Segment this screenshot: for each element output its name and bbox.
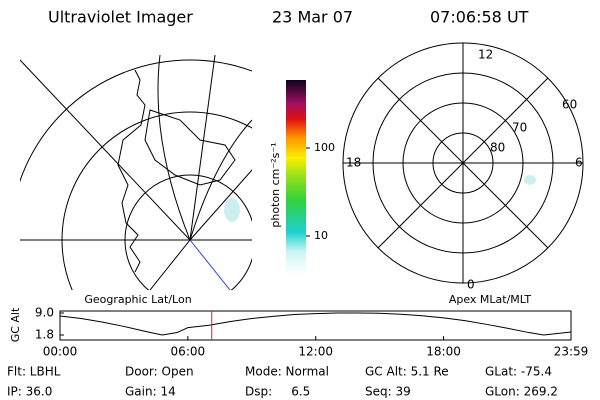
- colorbar-label: photon cm⁻²s⁻¹: [269, 142, 282, 227]
- mlt-label: 12: [478, 48, 493, 62]
- info-field: IP: 36.0: [7, 385, 52, 399]
- mlat-label: 70: [512, 121, 527, 135]
- info-field: GC Alt: 5.1 Re: [365, 365, 449, 379]
- left-label: Geographic Lat/Lon: [84, 293, 191, 306]
- right-label: Apex MLat/MLT: [449, 293, 532, 306]
- colorbar-tick: 100: [314, 141, 335, 154]
- y-tick-label: 1.8: [35, 328, 54, 342]
- mlt-label: 0: [467, 278, 475, 292]
- instrument: Ultraviolet Imager: [48, 8, 193, 27]
- time: 07:06:58 UT: [430, 8, 529, 27]
- mlat-label: 80: [490, 141, 505, 155]
- colorbar: [286, 80, 306, 275]
- info-field: Flt: LBHL: [7, 365, 61, 379]
- info-field: Seq: 39: [365, 385, 411, 399]
- x-tick-label: 06:00: [171, 345, 206, 359]
- y-label: GC Alt: [9, 307, 22, 342]
- info-field: Gain: 14: [125, 385, 176, 399]
- mlat-label: 60: [562, 98, 577, 112]
- x-tick-label: 18:00: [426, 345, 461, 359]
- info-field: GLon: 269.2: [485, 385, 558, 399]
- colorbar-tick: 10: [314, 229, 328, 242]
- mlt-label: 6: [575, 156, 583, 170]
- date: 23 Mar 07: [272, 8, 353, 27]
- mlt-label: 18: [346, 156, 361, 170]
- x-tick-label: 12:00: [298, 345, 333, 359]
- y-tick-label: 9.0: [35, 306, 54, 320]
- geographic-map: [20, 55, 252, 290]
- info-field: GLat: -75.4: [485, 365, 552, 379]
- info-field: Mode: Normal: [245, 365, 329, 379]
- info-field: Door: Open: [125, 365, 194, 379]
- altitude-line: [59, 312, 572, 336]
- info-field: Dsp: 6.5: [245, 385, 310, 399]
- polar-plot: [342, 42, 584, 284]
- x-tick-label: 00:00: [43, 345, 78, 359]
- x-tick-label: 23:59: [554, 345, 589, 359]
